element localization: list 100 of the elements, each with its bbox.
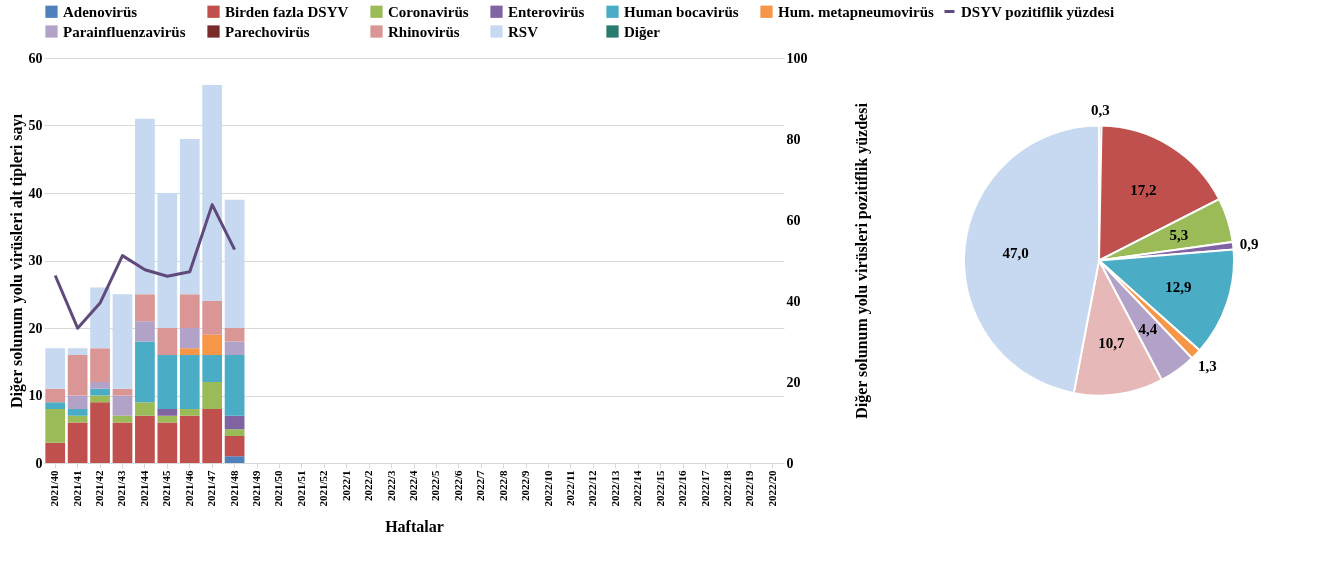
bar xyxy=(224,429,245,436)
data-label: 10,7 xyxy=(1098,335,1125,352)
data-label: 4,4 xyxy=(1138,320,1158,337)
x-tick-label: 2021/41 xyxy=(70,470,83,507)
bar xyxy=(224,355,245,416)
x-tick-label: 2022/11 xyxy=(563,470,576,506)
y-tick-label: 0 xyxy=(35,455,43,471)
bar xyxy=(135,402,155,416)
x-tick-label: 2021/42 xyxy=(93,470,106,507)
bar xyxy=(45,409,66,443)
y-tick-label: 40 xyxy=(28,185,43,201)
bar xyxy=(135,321,155,342)
bar xyxy=(157,193,178,328)
bar xyxy=(202,334,223,355)
x-tick-label: 2021/44 xyxy=(137,470,150,507)
legend-label: Parechovirüs xyxy=(225,23,310,40)
bar xyxy=(112,395,133,416)
bar xyxy=(202,355,223,382)
bar xyxy=(135,118,155,295)
x-tick-label: 2021/49 xyxy=(250,470,263,507)
bar xyxy=(135,341,155,403)
bar xyxy=(90,395,110,403)
bar xyxy=(67,415,88,423)
y-tick-label: 30 xyxy=(28,253,43,268)
bar xyxy=(157,328,178,355)
bar xyxy=(112,294,133,389)
bar xyxy=(67,422,88,463)
x-tick-label: 2022/13 xyxy=(608,470,621,507)
legend-label: Adenovirüs xyxy=(63,3,138,20)
x-axis-title: Haftalar xyxy=(385,517,444,535)
bar xyxy=(224,341,245,355)
data-label: 0,9 xyxy=(1239,235,1259,252)
x-tick-label: 2021/50 xyxy=(272,470,285,507)
x-tick-label: 2022/19 xyxy=(743,470,756,507)
y-tick-label: 10 xyxy=(28,388,43,403)
bar xyxy=(202,85,223,301)
bar xyxy=(135,415,155,463)
bar xyxy=(45,388,66,403)
bar xyxy=(45,402,66,409)
bar xyxy=(67,409,88,416)
x-tick-label: 2021/52 xyxy=(317,470,330,507)
bar xyxy=(202,409,223,463)
legend-label: Birden fazla DSYV xyxy=(225,3,349,20)
x-tick-label: 2022/18 xyxy=(720,470,733,507)
x-tick-label: 2022/17 xyxy=(698,470,711,507)
x-tick-label: 2022/16 xyxy=(676,470,689,507)
bar xyxy=(157,355,178,409)
bar xyxy=(112,422,133,463)
x-tick-label: 2022/9 xyxy=(519,470,532,502)
legend-label: Parainfluenzavirüs xyxy=(63,23,186,40)
legend-label: Human bocavirüs xyxy=(624,3,739,20)
bar xyxy=(90,287,110,349)
bar xyxy=(67,348,88,355)
bar xyxy=(90,388,110,396)
bar xyxy=(45,348,66,389)
x-tick-label: 2022/8 xyxy=(496,470,509,502)
legend-label: RSV xyxy=(508,23,539,40)
y-tick-label: 20 xyxy=(28,320,43,336)
legend-label: Hum. metapneumovirüs xyxy=(778,3,934,20)
bar xyxy=(179,139,200,295)
x-tick-label: 2021/40 xyxy=(48,470,61,507)
legend-label: DSYV pozitiflik yüzdesi xyxy=(961,3,1115,20)
x-tick-label: 2022/7 xyxy=(474,470,487,502)
x-tick-label: 2021/45 xyxy=(160,470,173,507)
y-axis-title: Diğer solunum yolu virüsleri alt tipleri sayı xyxy=(7,113,26,408)
bar xyxy=(202,382,223,409)
x-tick-label: 2021/43 xyxy=(115,470,128,507)
data-label: 1,3 xyxy=(1198,357,1217,374)
bar xyxy=(90,402,110,463)
y2-tick-label: 80 xyxy=(786,131,801,147)
y-tick-label: 50 xyxy=(28,118,43,133)
bar xyxy=(179,409,200,416)
bar xyxy=(224,199,245,328)
data-label: 12,9 xyxy=(1165,279,1192,296)
bar xyxy=(224,436,245,457)
x-tick-label: 2022/10 xyxy=(541,470,554,507)
bar xyxy=(135,294,155,322)
y2-tick-label: 20 xyxy=(786,374,801,390)
legend-label: Coronavirüs xyxy=(388,3,469,20)
x-tick-label: 2022/1 xyxy=(339,470,352,502)
bar xyxy=(224,456,245,463)
x-tick-label: 2022/3 xyxy=(384,470,397,502)
y2-tick-label: 40 xyxy=(786,293,801,309)
x-tick-label: 2021/51 xyxy=(294,470,307,507)
data-label: 17,2 xyxy=(1130,181,1157,198)
bar xyxy=(202,301,223,335)
legend-label: Rhinovirüs xyxy=(388,23,460,40)
bar xyxy=(67,355,88,396)
legend-label: Enterovirüs xyxy=(508,3,585,20)
x-tick-label: 2022/12 xyxy=(586,470,599,507)
y2-axis-title: Diğer solunum yolu virüsleri pozitiflik yüzdesi xyxy=(852,102,871,419)
x-tick-label: 2022/20 xyxy=(765,470,778,507)
bar xyxy=(157,422,178,463)
x-tick-label: 2022/2 xyxy=(362,470,375,502)
y2-tick-label: 100 xyxy=(786,50,808,66)
bar xyxy=(45,442,66,463)
legend-label: Diğer xyxy=(624,23,661,40)
bar xyxy=(67,395,88,409)
x-tick-label: 2022/6 xyxy=(451,470,464,502)
x-tick-label: 2022/15 xyxy=(653,470,666,507)
